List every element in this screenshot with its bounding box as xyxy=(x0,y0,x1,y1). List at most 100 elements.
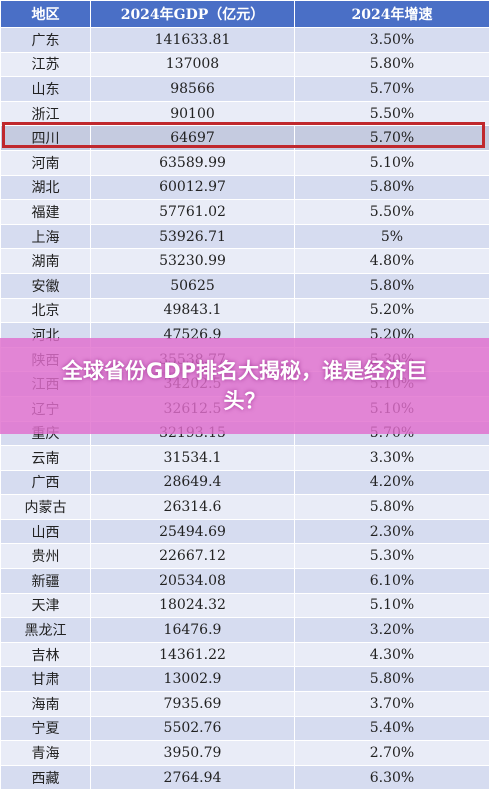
cell-growth: 3.50% xyxy=(295,28,489,53)
cell-region: 西藏 xyxy=(1,765,91,790)
cell-region: 甘肃 xyxy=(1,667,91,692)
cell-growth: 4.80% xyxy=(295,249,489,274)
cell-gdp: 13002.9 xyxy=(91,667,295,692)
cell-growth: 5.40% xyxy=(295,716,489,741)
cell-growth: 5.80% xyxy=(295,273,489,298)
cell-growth: 4.30% xyxy=(295,642,489,667)
cell-growth: 5.80% xyxy=(295,495,489,520)
cell-region: 黑龙江 xyxy=(1,618,91,643)
cell-growth: 6.10% xyxy=(295,569,489,594)
cell-growth: 2.30% xyxy=(295,519,489,544)
cell-gdp: 50625 xyxy=(91,273,295,298)
cell-region: 天津 xyxy=(1,593,91,618)
cell-growth: 5.50% xyxy=(295,101,489,126)
cell-region: 云南 xyxy=(1,446,91,471)
cell-growth: 5.70% xyxy=(295,77,489,102)
cell-gdp: 18024.32 xyxy=(91,593,295,618)
banner-title: 全球省份GDP排名大揭秘，谁是经济巨头？ xyxy=(50,356,440,416)
cell-growth: 4.20% xyxy=(295,470,489,495)
cell-gdp: 57761.02 xyxy=(91,200,295,225)
cell-gdp: 60012.97 xyxy=(91,175,295,200)
cell-region: 青海 xyxy=(1,741,91,766)
cell-region: 北京 xyxy=(1,298,91,323)
cell-growth: 6.30% xyxy=(295,765,489,790)
cell-region: 四川 xyxy=(1,126,91,151)
cell-gdp: 137008 xyxy=(91,52,295,77)
cell-gdp: 53926.71 xyxy=(91,224,295,249)
cell-region: 宁夏 xyxy=(1,716,91,741)
cell-region: 湖南 xyxy=(1,249,91,274)
cell-gdp: 7935.69 xyxy=(91,692,295,717)
cell-region: 浙江 xyxy=(1,101,91,126)
cell-gdp: 25494.69 xyxy=(91,519,295,544)
cell-growth: 5.20% xyxy=(295,298,489,323)
cell-gdp: 5502.76 xyxy=(91,716,295,741)
cell-growth: 5.50% xyxy=(295,200,489,225)
table-header-row: 地区 2024年GDP（亿元） 2024年增速 xyxy=(1,1,489,28)
cell-gdp: 16476.9 xyxy=(91,618,295,643)
column-header-region: 地区 xyxy=(1,1,91,28)
cell-growth: 5.30% xyxy=(295,544,489,569)
cell-growth: 5.70% xyxy=(295,126,489,151)
cell-growth: 2.70% xyxy=(295,741,489,766)
cell-gdp: 3950.79 xyxy=(91,741,295,766)
cell-region: 上海 xyxy=(1,224,91,249)
cell-growth: 5.80% xyxy=(295,175,489,200)
cell-region: 广东 xyxy=(1,28,91,53)
cell-region: 内蒙古 xyxy=(1,495,91,520)
cell-region: 河南 xyxy=(1,150,91,175)
title-banner: 全球省份GDP排名大揭秘，谁是经济巨头？ xyxy=(0,338,489,434)
cell-region: 贵州 xyxy=(1,544,91,569)
cell-gdp: 22667.12 xyxy=(91,544,295,569)
cell-region: 江苏 xyxy=(1,52,91,77)
cell-gdp: 28649.4 xyxy=(91,470,295,495)
cell-region: 吉林 xyxy=(1,642,91,667)
cell-region: 湖北 xyxy=(1,175,91,200)
cell-gdp: 14361.22 xyxy=(91,642,295,667)
cell-growth: 5.10% xyxy=(295,150,489,175)
cell-gdp: 2764.94 xyxy=(91,765,295,790)
cell-region: 新疆 xyxy=(1,569,91,594)
cell-growth: 5.80% xyxy=(295,667,489,692)
cell-region: 海南 xyxy=(1,692,91,717)
cell-gdp: 26314.6 xyxy=(91,495,295,520)
cell-gdp: 63589.99 xyxy=(91,150,295,175)
cell-gdp: 64697 xyxy=(91,126,295,151)
cell-gdp: 90100 xyxy=(91,101,295,126)
cell-growth: 3.70% xyxy=(295,692,489,717)
cell-growth: 3.30% xyxy=(295,446,489,471)
cell-growth: 5.80% xyxy=(295,52,489,77)
cell-region: 广西 xyxy=(1,470,91,495)
cell-gdp: 53230.99 xyxy=(91,249,295,274)
cell-region: 福建 xyxy=(1,200,91,225)
cell-growth: 5.10% xyxy=(295,593,489,618)
cell-gdp: 98566 xyxy=(91,77,295,102)
cell-gdp: 49843.1 xyxy=(91,298,295,323)
cell-gdp: 141633.81 xyxy=(91,28,295,53)
cell-region: 山西 xyxy=(1,519,91,544)
column-header-growth: 2024年增速 xyxy=(295,1,489,28)
